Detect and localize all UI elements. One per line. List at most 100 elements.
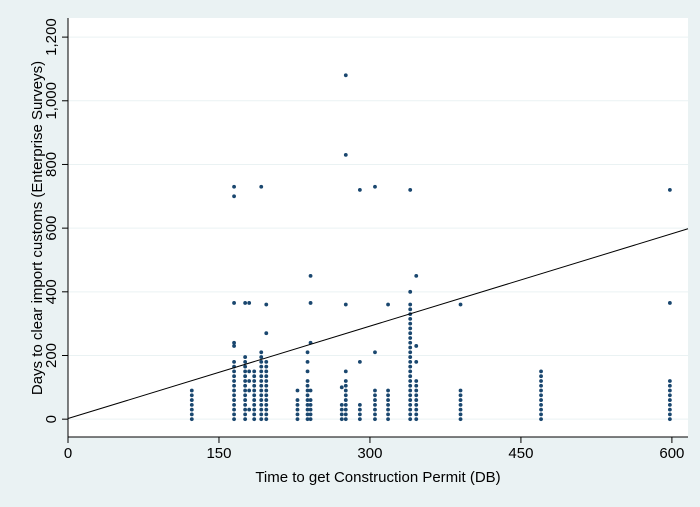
scatter-point <box>373 407 377 412</box>
scatter-point <box>539 379 543 383</box>
scatter-point <box>264 388 269 393</box>
scatter-point <box>667 402 672 407</box>
scatter-point <box>252 407 257 412</box>
scatter-point <box>259 383 264 388</box>
scatter-point <box>408 374 413 379</box>
scatter-point <box>247 301 252 305</box>
scatter-point <box>408 412 413 417</box>
scatter-point <box>243 369 248 374</box>
scatter-point <box>247 407 252 412</box>
scatter-point <box>458 407 463 412</box>
x-tick-label: 600 <box>659 445 684 462</box>
scatter-point <box>189 412 194 417</box>
scatter-point <box>295 398 300 402</box>
scatter-point <box>232 417 236 422</box>
scatter-point <box>414 344 419 348</box>
scatter-point <box>189 398 194 402</box>
scatter-point <box>243 383 248 388</box>
scatter-point <box>386 388 390 393</box>
scatter-point <box>343 379 348 383</box>
scatter-point <box>264 407 269 412</box>
scatter-point <box>539 374 543 379</box>
scatter-point <box>264 374 269 379</box>
scatter-point <box>667 379 672 383</box>
scatter-point <box>252 388 257 393</box>
scatter-point <box>252 417 257 422</box>
scatter-point <box>232 344 236 348</box>
scatter-point <box>252 393 257 398</box>
scatter-point <box>386 402 390 407</box>
scatter-point <box>458 402 463 407</box>
scatter-point <box>343 398 348 402</box>
scatter-point <box>373 388 377 393</box>
scatter-point <box>414 398 419 402</box>
scatter-point <box>252 383 257 388</box>
scatter-point <box>408 379 413 383</box>
scatter-point <box>339 407 344 412</box>
scatter-point <box>458 393 463 398</box>
scatter-point <box>259 393 264 398</box>
scatter-point <box>667 188 672 192</box>
scatter-point <box>308 417 313 422</box>
scatter-point <box>247 369 252 374</box>
scatter-point <box>414 383 419 388</box>
scatter-point <box>308 388 313 393</box>
scatter-point <box>373 184 377 189</box>
scatter-point <box>243 417 248 422</box>
scatter-point <box>539 398 543 402</box>
scatter-point <box>667 383 672 388</box>
scatter-point <box>243 355 248 359</box>
scatter-point <box>408 326 413 331</box>
scatter-point <box>343 393 348 398</box>
scatter-point <box>408 289 413 294</box>
scatter-point <box>259 184 264 189</box>
scatter-point <box>189 402 194 407</box>
scatter-point <box>305 407 310 412</box>
scatter-point <box>414 417 419 422</box>
x-tick-label: 300 <box>357 445 382 462</box>
scatter-point <box>232 407 236 412</box>
scatter-point <box>264 364 269 369</box>
scatter-point <box>259 379 264 383</box>
scatter-point <box>308 301 313 305</box>
scatter-point <box>408 383 413 388</box>
scatter-point <box>243 388 248 393</box>
scatter-point <box>667 412 672 417</box>
scatter-point <box>339 385 344 390</box>
scatter-point <box>414 273 419 278</box>
scatter-point <box>308 407 313 412</box>
scatter-point <box>414 379 419 383</box>
scatter-point <box>408 321 413 326</box>
scatter-point <box>232 412 236 417</box>
y-axis-title: Days to clear import customs (Enterprise… <box>29 61 46 395</box>
scatter-point <box>305 350 310 355</box>
scatter-point <box>252 374 257 379</box>
y-tick-label: 400 <box>43 279 60 304</box>
scatter-point <box>408 331 413 336</box>
scatter-point <box>243 374 248 379</box>
y-tick-label: 0 <box>43 415 60 423</box>
scatter-point <box>259 374 264 379</box>
scatter-point <box>295 412 300 417</box>
scatter-point <box>305 393 310 398</box>
y-tick-label: 1,200 <box>43 18 60 56</box>
y-tick-label: 800 <box>43 152 60 177</box>
scatter-point <box>264 393 269 398</box>
scatter-point <box>232 402 236 407</box>
scatter-point <box>247 388 252 393</box>
x-tick-label: 0 <box>64 445 72 462</box>
scatter-point <box>343 412 348 417</box>
scatter-point <box>458 412 463 417</box>
scatter-point <box>259 369 264 374</box>
scatter-point <box>386 412 390 417</box>
scatter-point <box>408 388 413 393</box>
scatter-point <box>308 402 313 407</box>
scatter-point <box>373 393 377 398</box>
scatter-point <box>408 355 413 359</box>
scatter-point <box>232 184 236 189</box>
scatter-point <box>408 407 413 412</box>
scatter-point <box>357 407 362 412</box>
scatter-point <box>264 398 269 402</box>
scatter-point <box>232 388 236 393</box>
scatter-point <box>408 369 413 374</box>
